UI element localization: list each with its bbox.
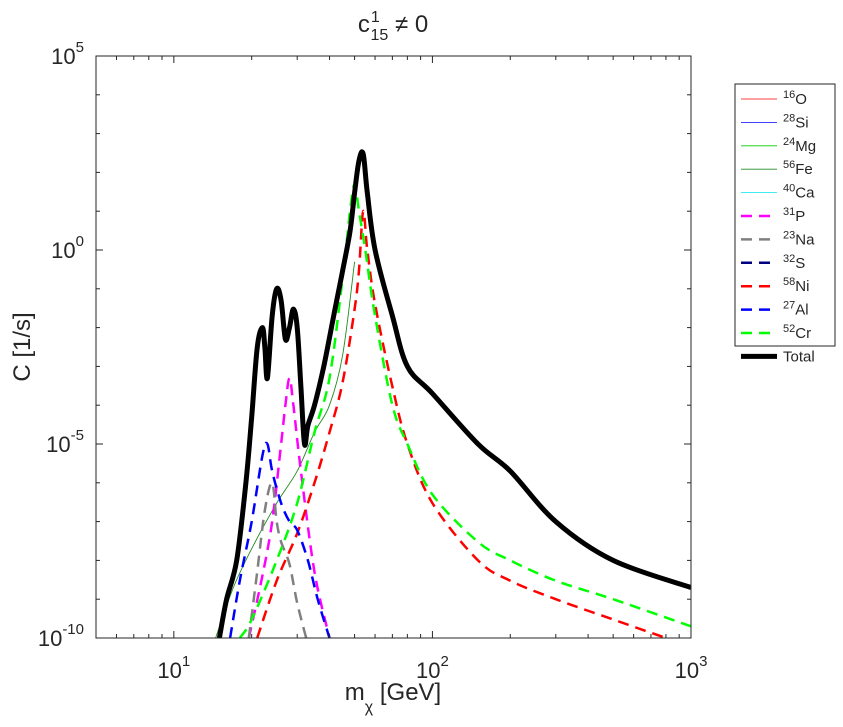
series-layer — [215, 149, 691, 638]
y-axis-label: C [1/s] — [9, 312, 36, 381]
chart-title: c1 15 ≠ 0 — [358, 9, 428, 44]
x-tick-label: 103 — [675, 653, 708, 683]
legend: 16O 28Si 24Mg 56Fe 40Ca 31P 23Na 32S 58Ni 27Al 52C… — [734, 83, 836, 365]
series-line-56Fe — [215, 261, 356, 638]
series-line-31P — [247, 376, 331, 638]
plot-area: 101 102 103 10-10 10-5 100 105 — [38, 39, 708, 683]
x-axis-label: mχ [GeV] — [345, 679, 441, 716]
legend-label-Total: Total — [783, 348, 815, 365]
ticks-layer: 101 102 103 10-10 10-5 100 105 — [38, 39, 708, 683]
legend-label-32S: 32S — [783, 253, 805, 272]
y-tick-label: 10-10 — [38, 621, 84, 651]
legend-label-16O: 16O — [783, 89, 807, 108]
legend-label-52Cr: 52Cr — [783, 323, 811, 342]
legend-label-56Fe: 56Fe — [783, 159, 813, 178]
x-tick-label: 102 — [416, 653, 449, 683]
legend-label-27Al: 27Al — [783, 300, 809, 319]
legend-items: 16O 28Si 24Mg 56Fe 40Ca 31P 23Na 32S 58Ni 27Al 52C… — [741, 89, 816, 365]
y-tick-label: 100 — [51, 233, 84, 263]
y-tick-label: 105 — [51, 39, 84, 69]
legend-label-58Ni: 58Ni — [783, 276, 809, 295]
series-line-Total — [216, 149, 691, 638]
plot-frame — [95, 55, 692, 639]
legend-label-28Si: 28Si — [783, 112, 809, 131]
x-tick-label: 101 — [157, 653, 190, 683]
series-line-58Ni — [256, 209, 667, 638]
plot-background — [96, 56, 691, 638]
y-tick-label: 10-5 — [46, 427, 84, 457]
legend-label-24Mg: 24Mg — [783, 136, 816, 155]
legend-label-23Na: 23Na — [783, 229, 815, 248]
series-line-27Al — [228, 441, 331, 638]
legend-label-31P: 31P — [783, 206, 805, 225]
series-line-23Na — [247, 481, 308, 638]
legend-label-40Ca: 40Ca — [783, 183, 815, 202]
